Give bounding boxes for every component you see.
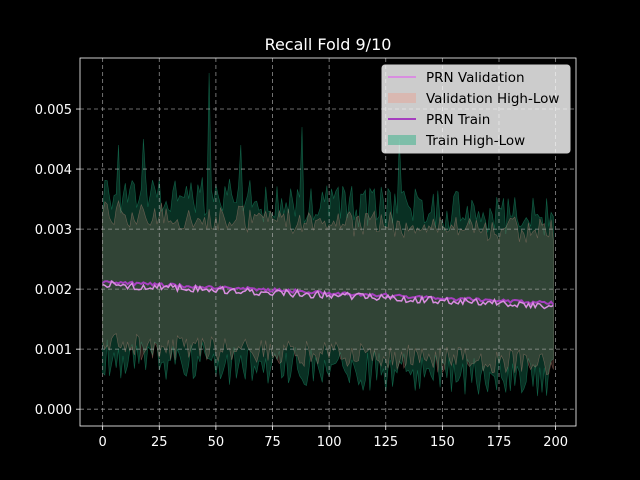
y-tick-label: 0.004 <box>35 163 72 178</box>
legend-entry-prn-train: PRN Train <box>426 112 490 128</box>
x-tick-label: 0 <box>99 435 107 450</box>
legend-entry-validation-high-low: Validation High-Low <box>426 91 559 107</box>
x-axis: 0 25 50 75 100 125 150 175 200 <box>99 426 568 450</box>
plot-area <box>80 58 576 426</box>
legend-entry-train-high-low-swatch <box>388 135 416 145</box>
x-tick-label: 150 <box>430 435 455 450</box>
legend-entry-validation-high-low-swatch <box>388 93 416 103</box>
y-axis: 0.000 0.001 0.002 0.003 0.004 0.005 <box>35 103 80 418</box>
legend-entry-prn-validation: PRN Validation <box>426 70 525 86</box>
legend: PRN Validation Validation High-Low PRN Tra… <box>381 64 571 154</box>
y-tick-label: 0.002 <box>35 283 72 298</box>
x-tick-label: 175 <box>487 435 512 450</box>
validation-high-low-band <box>102 199 554 376</box>
prn-validation-line <box>102 280 554 310</box>
x-tick-label: 125 <box>373 435 398 450</box>
x-tick-label: 100 <box>317 435 342 450</box>
y-tick-label: 0.003 <box>35 223 72 238</box>
x-tick-label: 200 <box>543 435 568 450</box>
x-tick-label: 25 <box>151 435 168 450</box>
legend-entry-train-high-low: Train High-Low <box>425 133 525 149</box>
train-high-low-band <box>102 72 554 397</box>
legend-box <box>381 64 571 154</box>
y-tick-label: 0.005 <box>35 103 72 118</box>
chart-title: Recall Fold 9/10 <box>265 35 392 54</box>
x-tick-label: 50 <box>208 435 225 450</box>
plot-frame <box>79 57 577 427</box>
grid <box>80 58 576 426</box>
y-tick-label: 0.001 <box>35 343 72 358</box>
x-tick-label: 75 <box>264 435 281 450</box>
prn-train-line <box>102 280 555 306</box>
y-tick-label: 0.000 <box>35 403 72 418</box>
